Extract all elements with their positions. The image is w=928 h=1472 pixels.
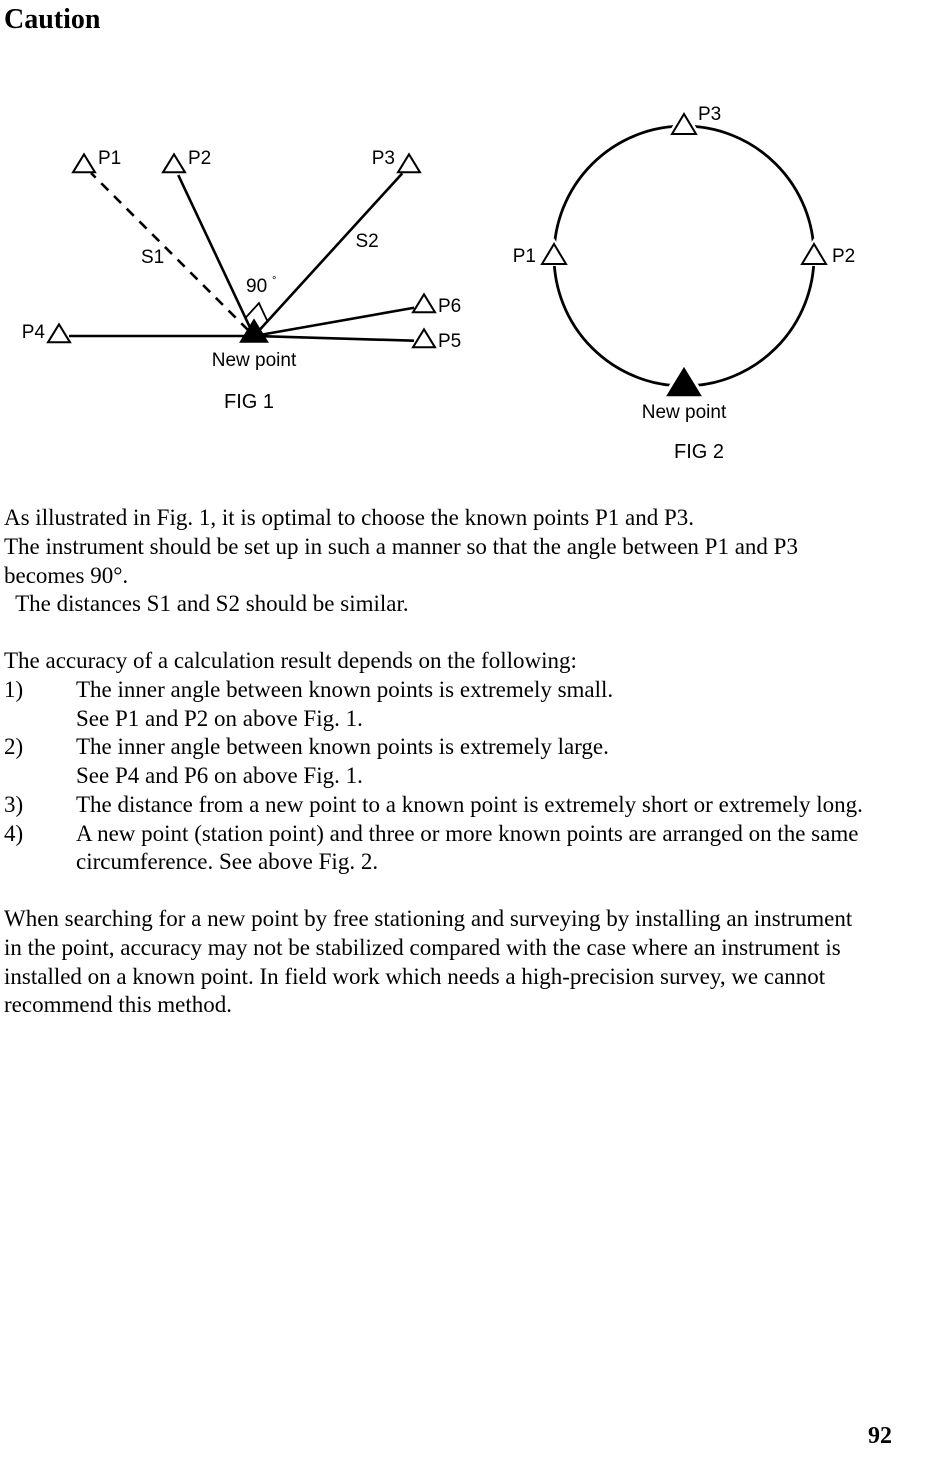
list-line: A new point (station point) and three or… — [76, 820, 920, 849]
paragraph-line: The instrument should be set up in such … — [4, 533, 920, 562]
figures-row: P1P2P3P4P5P6S1S290°New point FIG 1 P1P2P… — [4, 66, 920, 464]
list-body: A new point (station point) and three or… — [76, 820, 920, 878]
page-title: Caution — [4, 4, 920, 36]
svg-text:S2: S2 — [356, 231, 379, 252]
list-item: 2) The inner angle between known points … — [4, 733, 920, 791]
paragraph-line: becomes 90°. — [4, 562, 920, 591]
list-number: 4) — [4, 820, 76, 878]
svg-text:P2: P2 — [188, 148, 211, 169]
list-body: The distance from a new point to a known… — [76, 791, 920, 820]
paragraph-line: in the point, accuracy may not be stabil… — [4, 934, 920, 963]
list-line: See P1 and P2 on above Fig. 1. — [76, 705, 920, 734]
paragraph-line: recommend this method. — [4, 991, 920, 1020]
svg-text:P3: P3 — [372, 148, 395, 169]
list-item: 4) A new point (station point) and three… — [4, 820, 920, 878]
list-item: 3) The distance from a new point to a kn… — [4, 791, 920, 820]
list-item: 1) The inner angle between known points … — [4, 676, 920, 734]
svg-text:90: 90 — [246, 276, 267, 297]
paragraph-line: When searching for a new point by free s… — [4, 905, 920, 934]
list-number: 1) — [4, 676, 76, 734]
list-intro: The accuracy of a calculation result dep… — [4, 647, 920, 676]
list-line: The inner angle between known points is … — [76, 733, 920, 762]
list-line: The inner angle between known points is … — [76, 676, 920, 705]
paragraph-line: installed on a known point. In field wor… — [4, 963, 920, 992]
paragraph-line: The distances S1 and S2 should be simila… — [4, 590, 920, 619]
svg-text:P2: P2 — [832, 246, 855, 267]
svg-text:New point: New point — [212, 350, 297, 371]
svg-text:S1: S1 — [141, 247, 164, 268]
svg-text:°: ° — [272, 275, 276, 287]
figure-1-caption: FIG 1 — [4, 391, 494, 414]
list-line: circumference. See above Fig. 2. — [76, 848, 920, 877]
paragraph-line: As illustrated in Fig. 1, it is optimal … — [4, 504, 920, 533]
accuracy-list: The accuracy of a calculation result dep… — [4, 647, 920, 877]
page: Caution P1 P2 P3 P4 P5 P6 S1 S2 90 ° New point FIG… — [0, 0, 928, 1472]
figure-2-caption: FIG 2 — [494, 441, 904, 464]
svg-text:P1: P1 — [513, 246, 536, 267]
svg-text:P6: P6 — [438, 296, 461, 317]
figure-2: P1 P2 P3 New point FIG 2 — [494, 66, 904, 464]
svg-text:P5: P5 — [438, 331, 461, 352]
list-number: 2) — [4, 733, 76, 791]
list-body: The inner angle between known points is … — [76, 733, 920, 791]
list-number: 3) — [4, 791, 76, 820]
list-body: The inner angle between known points is … — [76, 676, 920, 734]
page-number: 92 — [868, 1423, 892, 1450]
svg-text:P3: P3 — [698, 104, 721, 125]
body-text: As illustrated in Fig. 1, it is optimal … — [4, 504, 920, 1020]
figure-1-svg: P1 P2 P3 P4 P5 P6 S1 S2 90 ° New point — [4, 66, 484, 376]
svg-text:P4: P4 — [22, 322, 46, 343]
svg-text:P1: P1 — [98, 148, 121, 169]
list-line: See P4 and P6 on above Fig. 1. — [76, 762, 920, 791]
list-line: The distance from a new point to a known… — [76, 791, 920, 820]
svg-text:New point: New point — [642, 402, 727, 423]
figure-1: P1 P2 P3 P4 P5 P6 S1 S2 90 ° New point FIG 1 — [4, 66, 494, 414]
figure-2-svg: P1 P2 P3 New point — [494, 66, 894, 436]
